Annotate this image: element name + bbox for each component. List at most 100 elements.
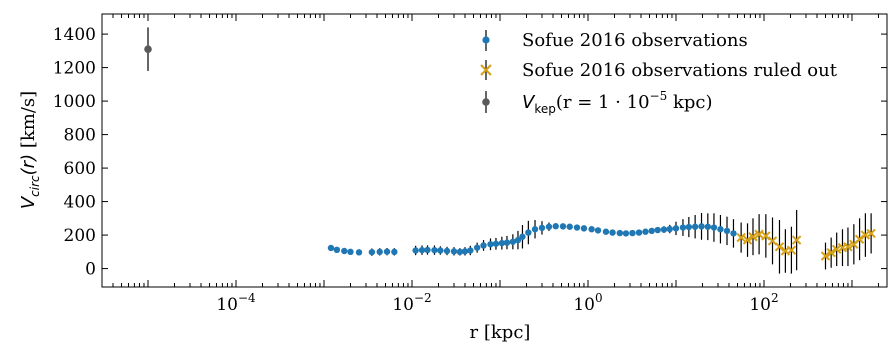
data-point-x xyxy=(786,245,797,255)
y-axis-label-units: [km/s] xyxy=(18,91,39,154)
data-point-x xyxy=(826,247,836,258)
data-point xyxy=(622,230,630,237)
data-point xyxy=(660,226,668,233)
legend-entry-ruled-out: Sofue 2016 observations ruled out xyxy=(480,60,838,81)
series-1 xyxy=(736,209,876,274)
y-axis-label-sub: circ xyxy=(28,175,42,197)
data-point xyxy=(609,229,616,236)
data-point xyxy=(498,239,506,247)
data-point-x xyxy=(843,242,853,252)
data-point xyxy=(566,223,573,230)
y-tick-label: 600 xyxy=(64,159,96,179)
data-point xyxy=(355,249,363,256)
legend-vkep-rest: (r = 1 · 10 xyxy=(556,92,650,113)
data-point xyxy=(333,246,341,254)
data-point xyxy=(552,223,559,230)
series-2 xyxy=(144,27,152,71)
data-point xyxy=(531,226,539,233)
legend-entry-vkep: Vkep(r = 1 · 10−5 kpc) xyxy=(482,89,713,116)
y-tick-label: 1200 xyxy=(53,59,96,79)
data-point xyxy=(588,226,595,233)
x-tick-label: 10−2 xyxy=(392,291,431,315)
data-point xyxy=(672,225,680,232)
data-point xyxy=(391,248,398,256)
data-point xyxy=(376,248,383,256)
legend-marker-observations xyxy=(482,36,490,44)
legend-entry-observations: Sofue 2016 observations xyxy=(482,30,748,51)
data-point-x xyxy=(866,228,876,239)
data-point xyxy=(341,247,348,255)
data-point xyxy=(424,246,431,254)
data-point xyxy=(368,248,376,256)
legend-vkep-end: kpc) xyxy=(667,92,712,113)
data-point-x xyxy=(748,232,758,242)
data-point-x xyxy=(736,232,746,243)
data-point xyxy=(461,248,469,255)
data-point xyxy=(704,223,712,230)
data-point xyxy=(723,227,731,235)
data-point xyxy=(538,224,546,232)
legend-label-vkep: Vkep(r = 1 · 10−5 kpc) xyxy=(522,89,713,116)
data-point xyxy=(480,242,487,249)
y-axis-label-rest-r: (r) xyxy=(18,154,39,175)
data-point xyxy=(473,244,481,251)
y-tick-label: 400 xyxy=(64,193,96,213)
x-tick-label: 102 xyxy=(749,291,778,315)
data-point xyxy=(412,247,419,254)
x-axis-ticks: 10−4 10−2 100 102 xyxy=(101,14,879,315)
y-axis-label-main: V xyxy=(18,195,39,209)
data-point xyxy=(503,239,511,246)
data-point xyxy=(559,223,567,230)
data-point xyxy=(717,226,724,233)
data-point xyxy=(437,247,444,254)
y-tick-label: 1400 xyxy=(53,25,96,45)
data-point xyxy=(545,223,553,230)
data-point-x xyxy=(820,251,831,261)
data-point xyxy=(573,224,581,231)
data-point xyxy=(648,227,655,235)
data-series xyxy=(144,27,876,274)
data-point xyxy=(383,248,391,255)
data-point xyxy=(691,223,699,230)
data-point-x xyxy=(791,235,802,245)
data-point xyxy=(144,45,152,53)
data-point-x xyxy=(761,231,771,241)
data-point xyxy=(654,226,661,234)
data-point xyxy=(602,228,610,235)
y-tick-label: 200 xyxy=(64,226,96,246)
data-point xyxy=(679,224,687,231)
data-point xyxy=(710,224,718,231)
data-point xyxy=(666,225,673,233)
legend-marker-vkep xyxy=(482,98,490,106)
x-tick-label: 100 xyxy=(573,291,602,315)
legend-label-observations: Sofue 2016 observations xyxy=(522,30,748,51)
data-point xyxy=(456,248,464,256)
data-point-x xyxy=(774,242,785,252)
data-point xyxy=(580,225,588,232)
data-point xyxy=(431,246,438,254)
data-point xyxy=(347,248,354,256)
data-point xyxy=(492,240,500,247)
data-point xyxy=(327,244,335,252)
data-point xyxy=(519,233,526,240)
data-point xyxy=(629,229,636,237)
data-point xyxy=(514,236,522,244)
legend-marker-ruled-out xyxy=(480,64,492,76)
legend-vkep-main: V xyxy=(522,92,536,113)
data-point xyxy=(509,238,517,245)
y-tick-label: 800 xyxy=(64,126,96,146)
data-point xyxy=(642,228,649,235)
data-point-x xyxy=(854,234,865,244)
series-0 xyxy=(327,212,737,256)
y-tick-label: 0 xyxy=(85,260,96,280)
data-point-x xyxy=(754,229,764,239)
legend-vkep-sub: kep xyxy=(534,102,556,116)
x-axis-label: r [kpc] xyxy=(470,322,531,343)
y-axis-label: Vcirc(r) [km/s] xyxy=(18,91,42,209)
data-point xyxy=(616,229,624,237)
y-tick-label: 1000 xyxy=(53,92,96,112)
data-point xyxy=(450,248,458,255)
data-point xyxy=(698,223,705,230)
data-point xyxy=(730,230,737,237)
